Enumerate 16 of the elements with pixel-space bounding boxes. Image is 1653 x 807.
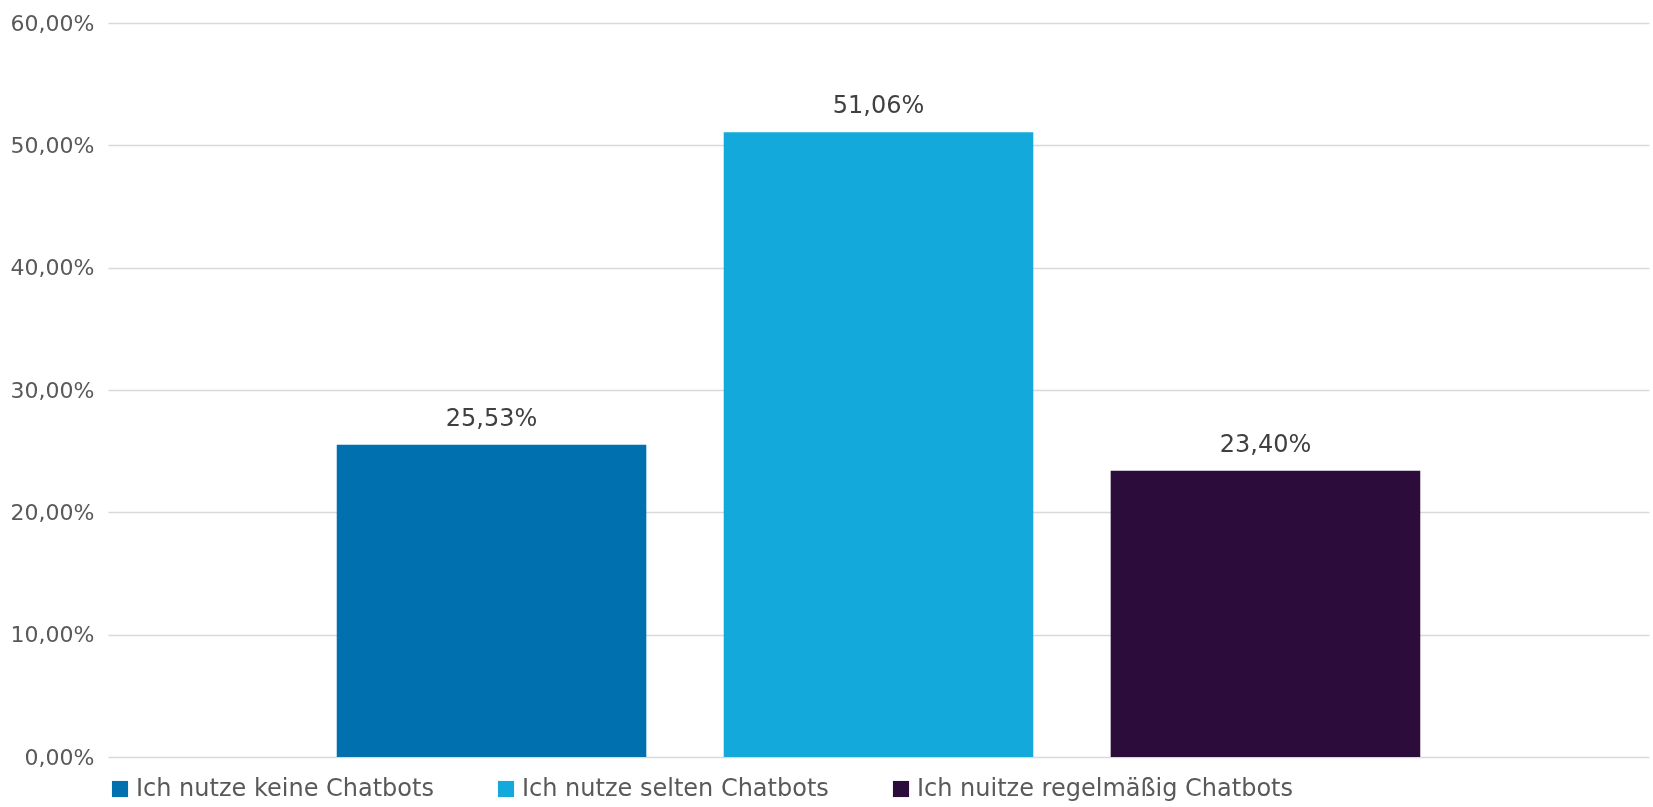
y-tick-label: 60,00%	[10, 10, 95, 36]
y-tick-label: 0,00%	[24, 744, 95, 770]
legend-label: Ich nutze keine Chatbots	[136, 774, 434, 802]
legend-label: Ich nuitze regelmäßig Chatbots	[917, 774, 1294, 802]
y-tick-label: 50,00%	[10, 132, 95, 158]
data-label: 25,53%	[445, 403, 538, 432]
data-label: 51,06%	[832, 91, 925, 120]
bar	[336, 444, 647, 757]
y-tick-label: 40,00%	[10, 255, 95, 281]
data-label: 23,40%	[1219, 429, 1312, 458]
y-tick-label: 20,00%	[10, 499, 95, 525]
bar	[1110, 470, 1421, 757]
y-tick-label: 10,00%	[10, 622, 95, 648]
legend-label: Ich nutze selten Chatbots	[522, 774, 829, 802]
bar	[723, 132, 1034, 757]
y-tick-label: 30,00%	[10, 377, 95, 403]
